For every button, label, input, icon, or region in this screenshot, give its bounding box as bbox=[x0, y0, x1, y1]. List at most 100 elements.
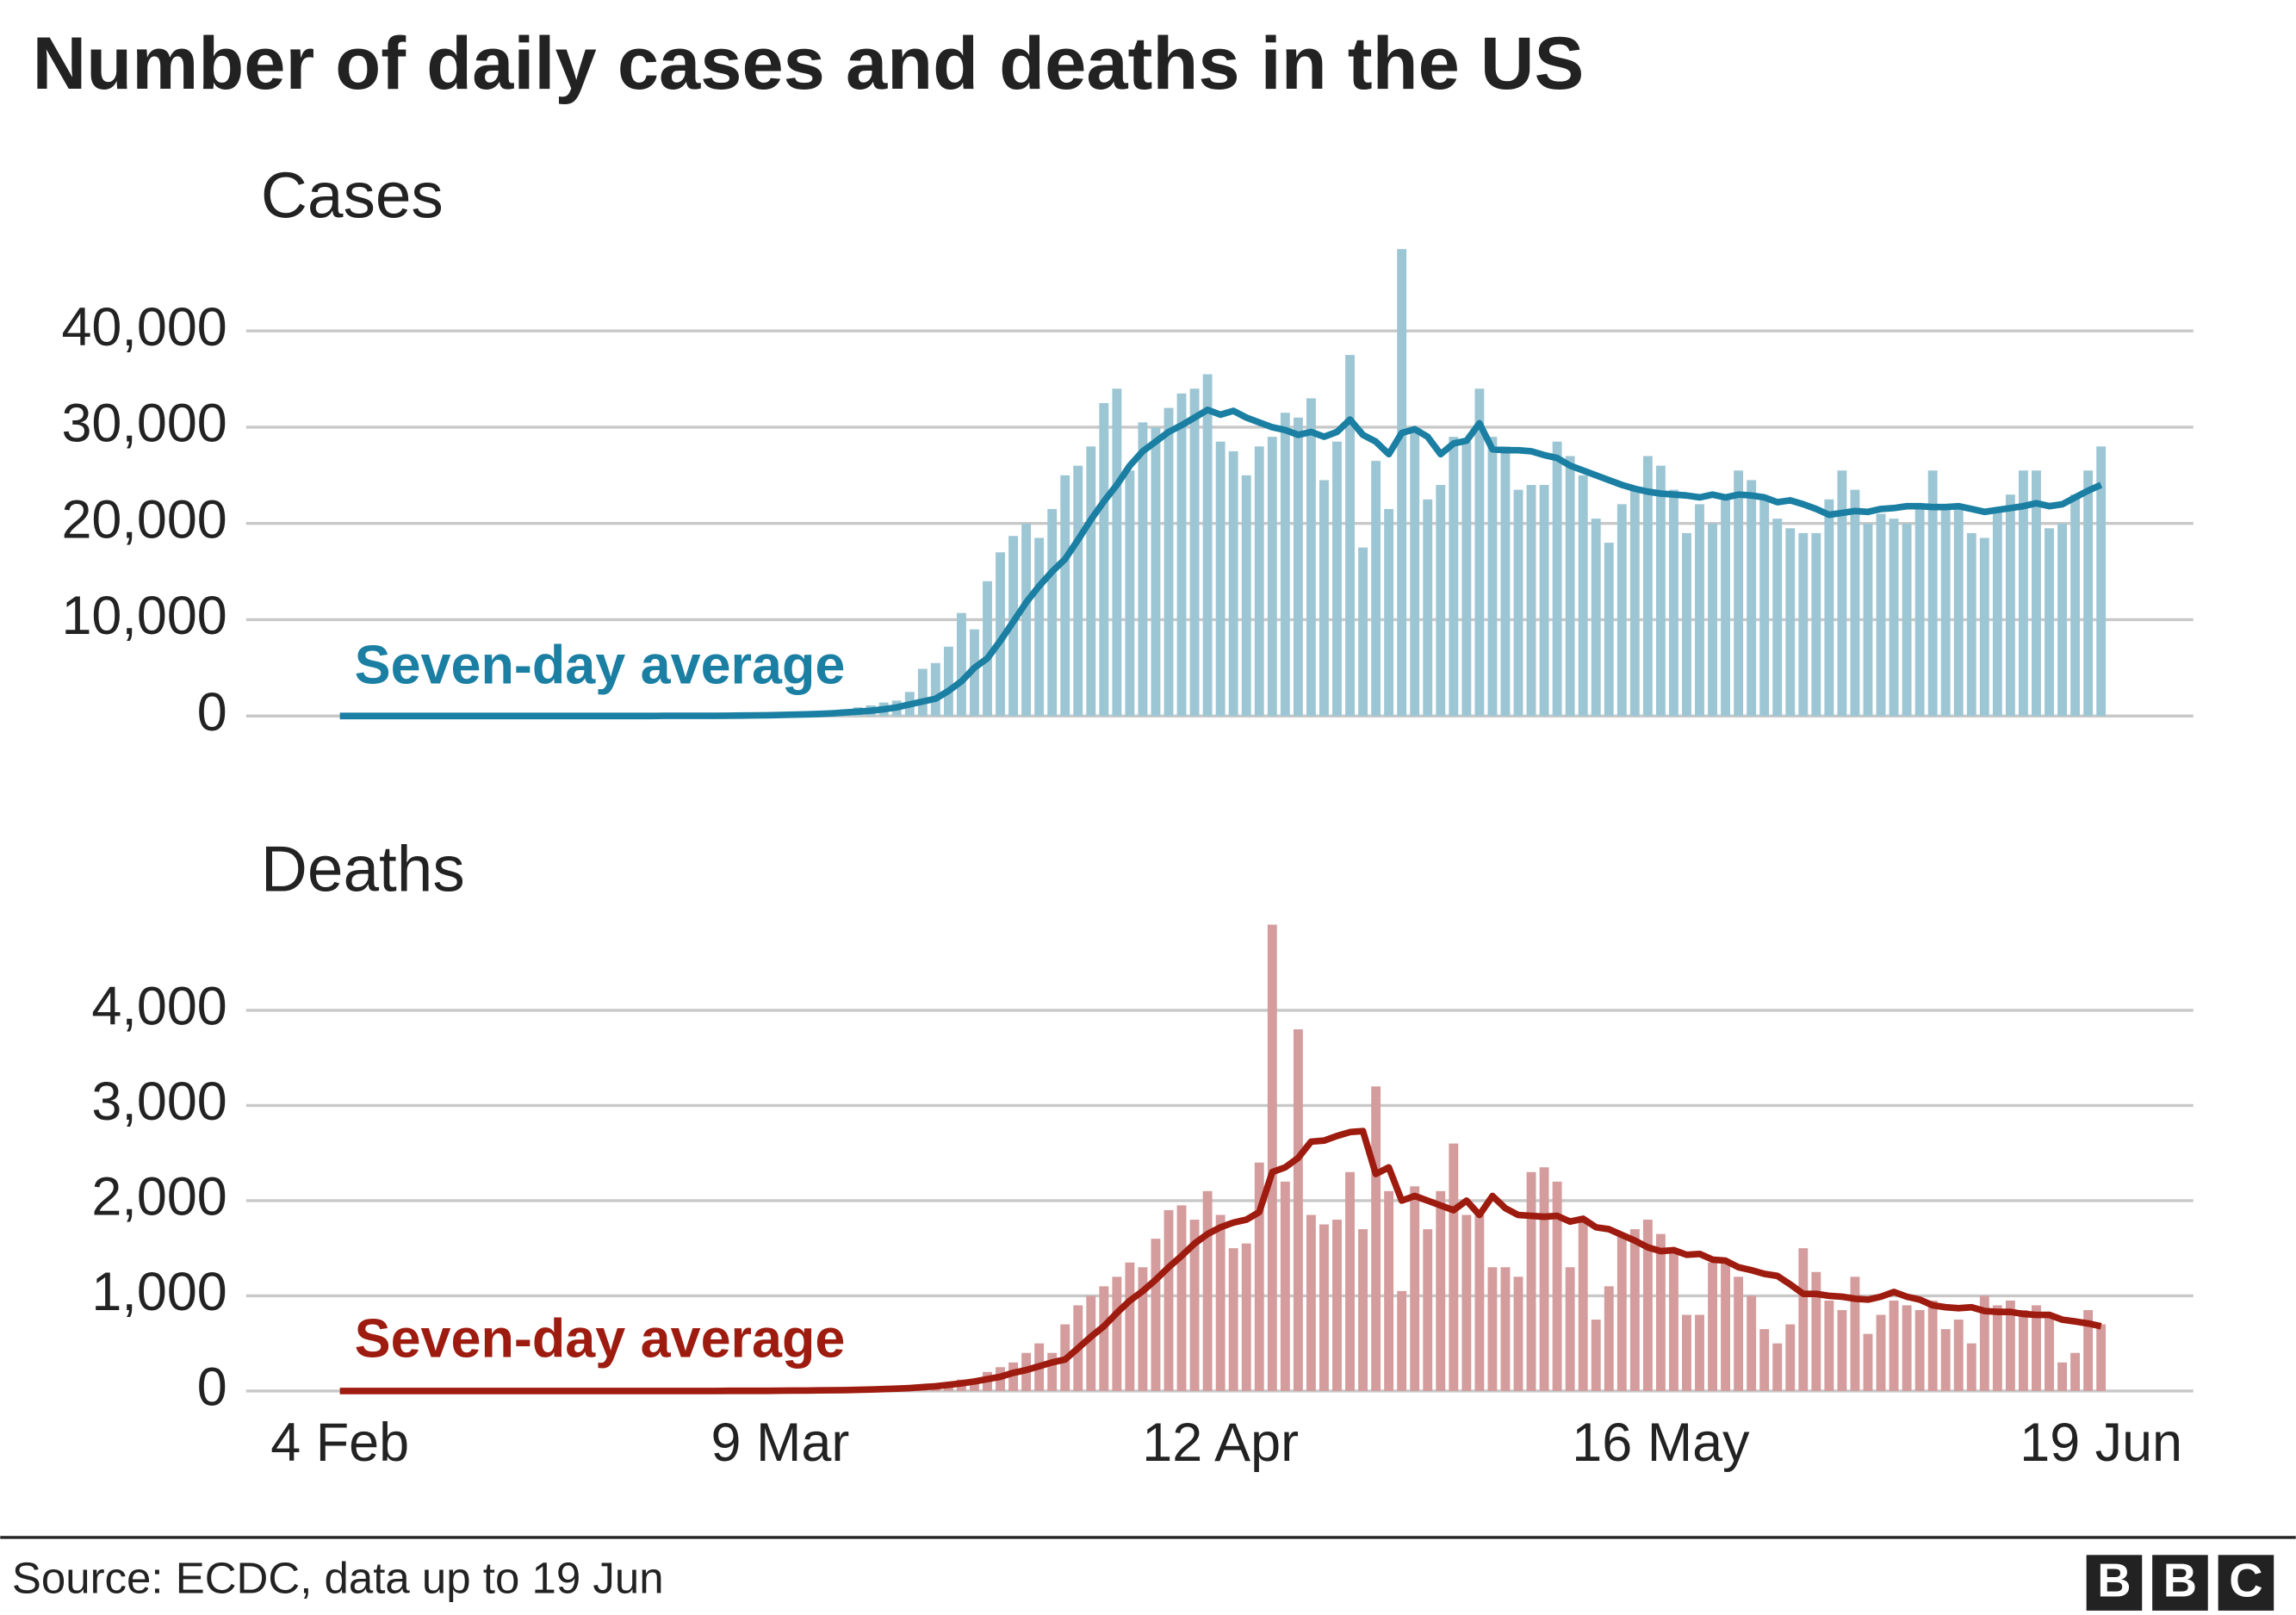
bar bbox=[1902, 523, 1912, 717]
page-title: Number of daily cases and deaths in the … bbox=[33, 22, 1585, 105]
bar bbox=[1940, 1329, 1951, 1391]
bar bbox=[1552, 1181, 1562, 1391]
bar bbox=[1992, 1305, 2002, 1391]
bar bbox=[1436, 485, 1446, 717]
bar bbox=[1345, 355, 1355, 717]
bar bbox=[1500, 1267, 1511, 1391]
bar bbox=[1734, 1276, 1744, 1391]
bar bbox=[1500, 446, 1511, 717]
x-tick-label: 19 Jun bbox=[2020, 1413, 2182, 1473]
bar bbox=[1747, 480, 1757, 717]
source: Source: ECDC, data up to 19 Jun bbox=[12, 1553, 664, 1602]
bar bbox=[1151, 426, 1161, 717]
bar bbox=[1552, 441, 1562, 717]
bar bbox=[1863, 1333, 1873, 1391]
bar bbox=[1668, 1248, 1679, 1391]
bar bbox=[1021, 523, 1032, 717]
bar bbox=[1306, 1214, 1316, 1391]
bar bbox=[943, 646, 953, 717]
bar bbox=[1423, 1229, 1433, 1391]
bar bbox=[2070, 1352, 2081, 1391]
bar bbox=[1526, 1171, 1536, 1391]
bar bbox=[1695, 504, 1704, 717]
bar bbox=[1837, 1309, 1847, 1391]
bar bbox=[1215, 1214, 1226, 1391]
bar bbox=[2018, 1309, 2028, 1391]
bar bbox=[1358, 1229, 1368, 1391]
y-tick-label: 3,000 bbox=[91, 1071, 226, 1132]
bar bbox=[1876, 1314, 1886, 1391]
bar bbox=[2057, 523, 2067, 717]
bar bbox=[1811, 532, 1821, 717]
bar bbox=[1889, 1300, 1899, 1391]
y-tick-label: 30,000 bbox=[61, 394, 226, 454]
bar bbox=[2018, 470, 2028, 717]
bar bbox=[1992, 508, 2002, 717]
bar bbox=[1047, 1352, 1058, 1391]
panel-title: Deaths bbox=[261, 833, 465, 905]
bar bbox=[970, 1381, 979, 1391]
bar bbox=[1539, 1167, 1549, 1391]
bar bbox=[1474, 388, 1485, 717]
bar bbox=[1410, 1186, 1420, 1391]
line-label: Seven-day average bbox=[355, 635, 846, 695]
y-tick-label: 1,000 bbox=[91, 1262, 226, 1322]
bar bbox=[1642, 456, 1653, 717]
bar bbox=[1189, 1220, 1200, 1391]
bar bbox=[1772, 1343, 1783, 1391]
bar bbox=[1267, 924, 1277, 1391]
bar bbox=[2057, 1362, 2067, 1391]
bar bbox=[1449, 1143, 1459, 1391]
average-line bbox=[339, 406, 2103, 720]
bar bbox=[1254, 446, 1264, 717]
bar bbox=[1099, 403, 1109, 717]
bar bbox=[1902, 1305, 1912, 1391]
logo-letter: B bbox=[2163, 1555, 2197, 1607]
bar bbox=[1629, 489, 1640, 717]
bar bbox=[1759, 499, 1770, 717]
bar bbox=[2005, 1300, 2015, 1391]
bar bbox=[1604, 1286, 1614, 1391]
bar bbox=[2045, 1314, 2054, 1391]
bar bbox=[1655, 1233, 1666, 1391]
bar bbox=[1099, 1286, 1109, 1391]
bar bbox=[1138, 422, 1148, 717]
bar bbox=[1164, 407, 1174, 717]
bar bbox=[1927, 1300, 1938, 1391]
bar bbox=[1539, 485, 1549, 717]
line-label: Seven-day average bbox=[355, 1308, 846, 1369]
x-tick-label: 4 Feb bbox=[270, 1413, 409, 1473]
bar bbox=[1423, 499, 1433, 717]
bar bbox=[917, 668, 928, 717]
bar bbox=[1241, 475, 1251, 717]
bar bbox=[1837, 470, 1847, 717]
bar bbox=[2070, 494, 2081, 717]
bar bbox=[1785, 528, 1796, 717]
bar bbox=[1202, 1190, 1213, 1391]
bar bbox=[2032, 1305, 2041, 1391]
bar bbox=[2032, 470, 2041, 717]
y-tick-label: 10,000 bbox=[61, 586, 226, 646]
bar bbox=[1642, 1220, 1653, 1391]
logo: B B C bbox=[2086, 1555, 2274, 1611]
bar bbox=[1927, 470, 1938, 717]
bar bbox=[1371, 461, 1381, 717]
x-tick-label: 9 Mar bbox=[711, 1413, 850, 1473]
bar bbox=[1319, 480, 1329, 717]
bar bbox=[2096, 1324, 2107, 1391]
bar bbox=[1449, 437, 1459, 717]
bar bbox=[996, 552, 1005, 717]
bar bbox=[1397, 249, 1407, 717]
bar bbox=[983, 581, 992, 717]
bar bbox=[1189, 388, 1200, 717]
bar bbox=[1280, 1181, 1290, 1391]
bar bbox=[1798, 532, 1809, 717]
bar bbox=[1940, 504, 1951, 717]
bar bbox=[1086, 1295, 1096, 1391]
bar bbox=[1164, 1209, 1174, 1391]
logo-box bbox=[2152, 1555, 2208, 1611]
y-tick-label: 0 bbox=[197, 1357, 227, 1418]
x-tick-label: 16 May bbox=[1572, 1413, 1750, 1473]
bar bbox=[1979, 1295, 1989, 1391]
